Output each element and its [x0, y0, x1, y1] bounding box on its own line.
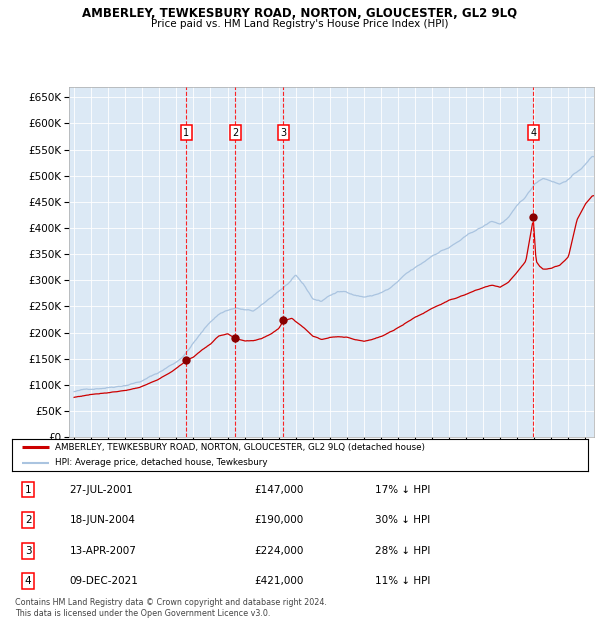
Text: 09-DEC-2021: 09-DEC-2021	[70, 576, 139, 586]
Text: 17% ↓ HPI: 17% ↓ HPI	[375, 485, 430, 495]
Text: Price paid vs. HM Land Registry's House Price Index (HPI): Price paid vs. HM Land Registry's House …	[151, 19, 449, 29]
Text: 30% ↓ HPI: 30% ↓ HPI	[375, 515, 430, 525]
Text: 13-APR-2007: 13-APR-2007	[70, 546, 136, 556]
Text: £224,000: £224,000	[254, 546, 303, 556]
Text: 3: 3	[25, 546, 31, 556]
Text: 28% ↓ HPI: 28% ↓ HPI	[375, 546, 430, 556]
Text: £421,000: £421,000	[254, 576, 303, 586]
Text: This data is licensed under the Open Government Licence v3.0.: This data is licensed under the Open Gov…	[15, 609, 271, 619]
Text: 4: 4	[530, 128, 536, 138]
Text: 1: 1	[25, 485, 31, 495]
Text: 4: 4	[25, 576, 31, 586]
Text: 2: 2	[232, 128, 238, 138]
Text: HPI: Average price, detached house, Tewkesbury: HPI: Average price, detached house, Tewk…	[55, 458, 268, 467]
Text: 1: 1	[183, 128, 189, 138]
Text: AMBERLEY, TEWKESBURY ROAD, NORTON, GLOUCESTER, GL2 9LQ: AMBERLEY, TEWKESBURY ROAD, NORTON, GLOUC…	[82, 7, 518, 20]
Text: 2: 2	[25, 515, 31, 525]
Text: 18-JUN-2004: 18-JUN-2004	[70, 515, 136, 525]
Text: £190,000: £190,000	[254, 515, 303, 525]
Text: AMBERLEY, TEWKESBURY ROAD, NORTON, GLOUCESTER, GL2 9LQ (detached house): AMBERLEY, TEWKESBURY ROAD, NORTON, GLOUC…	[55, 443, 425, 452]
Text: 3: 3	[280, 128, 286, 138]
Text: £147,000: £147,000	[254, 485, 303, 495]
Text: 27-JUL-2001: 27-JUL-2001	[70, 485, 133, 495]
Text: 11% ↓ HPI: 11% ↓ HPI	[375, 576, 430, 586]
Text: Contains HM Land Registry data © Crown copyright and database right 2024.: Contains HM Land Registry data © Crown c…	[15, 598, 327, 608]
